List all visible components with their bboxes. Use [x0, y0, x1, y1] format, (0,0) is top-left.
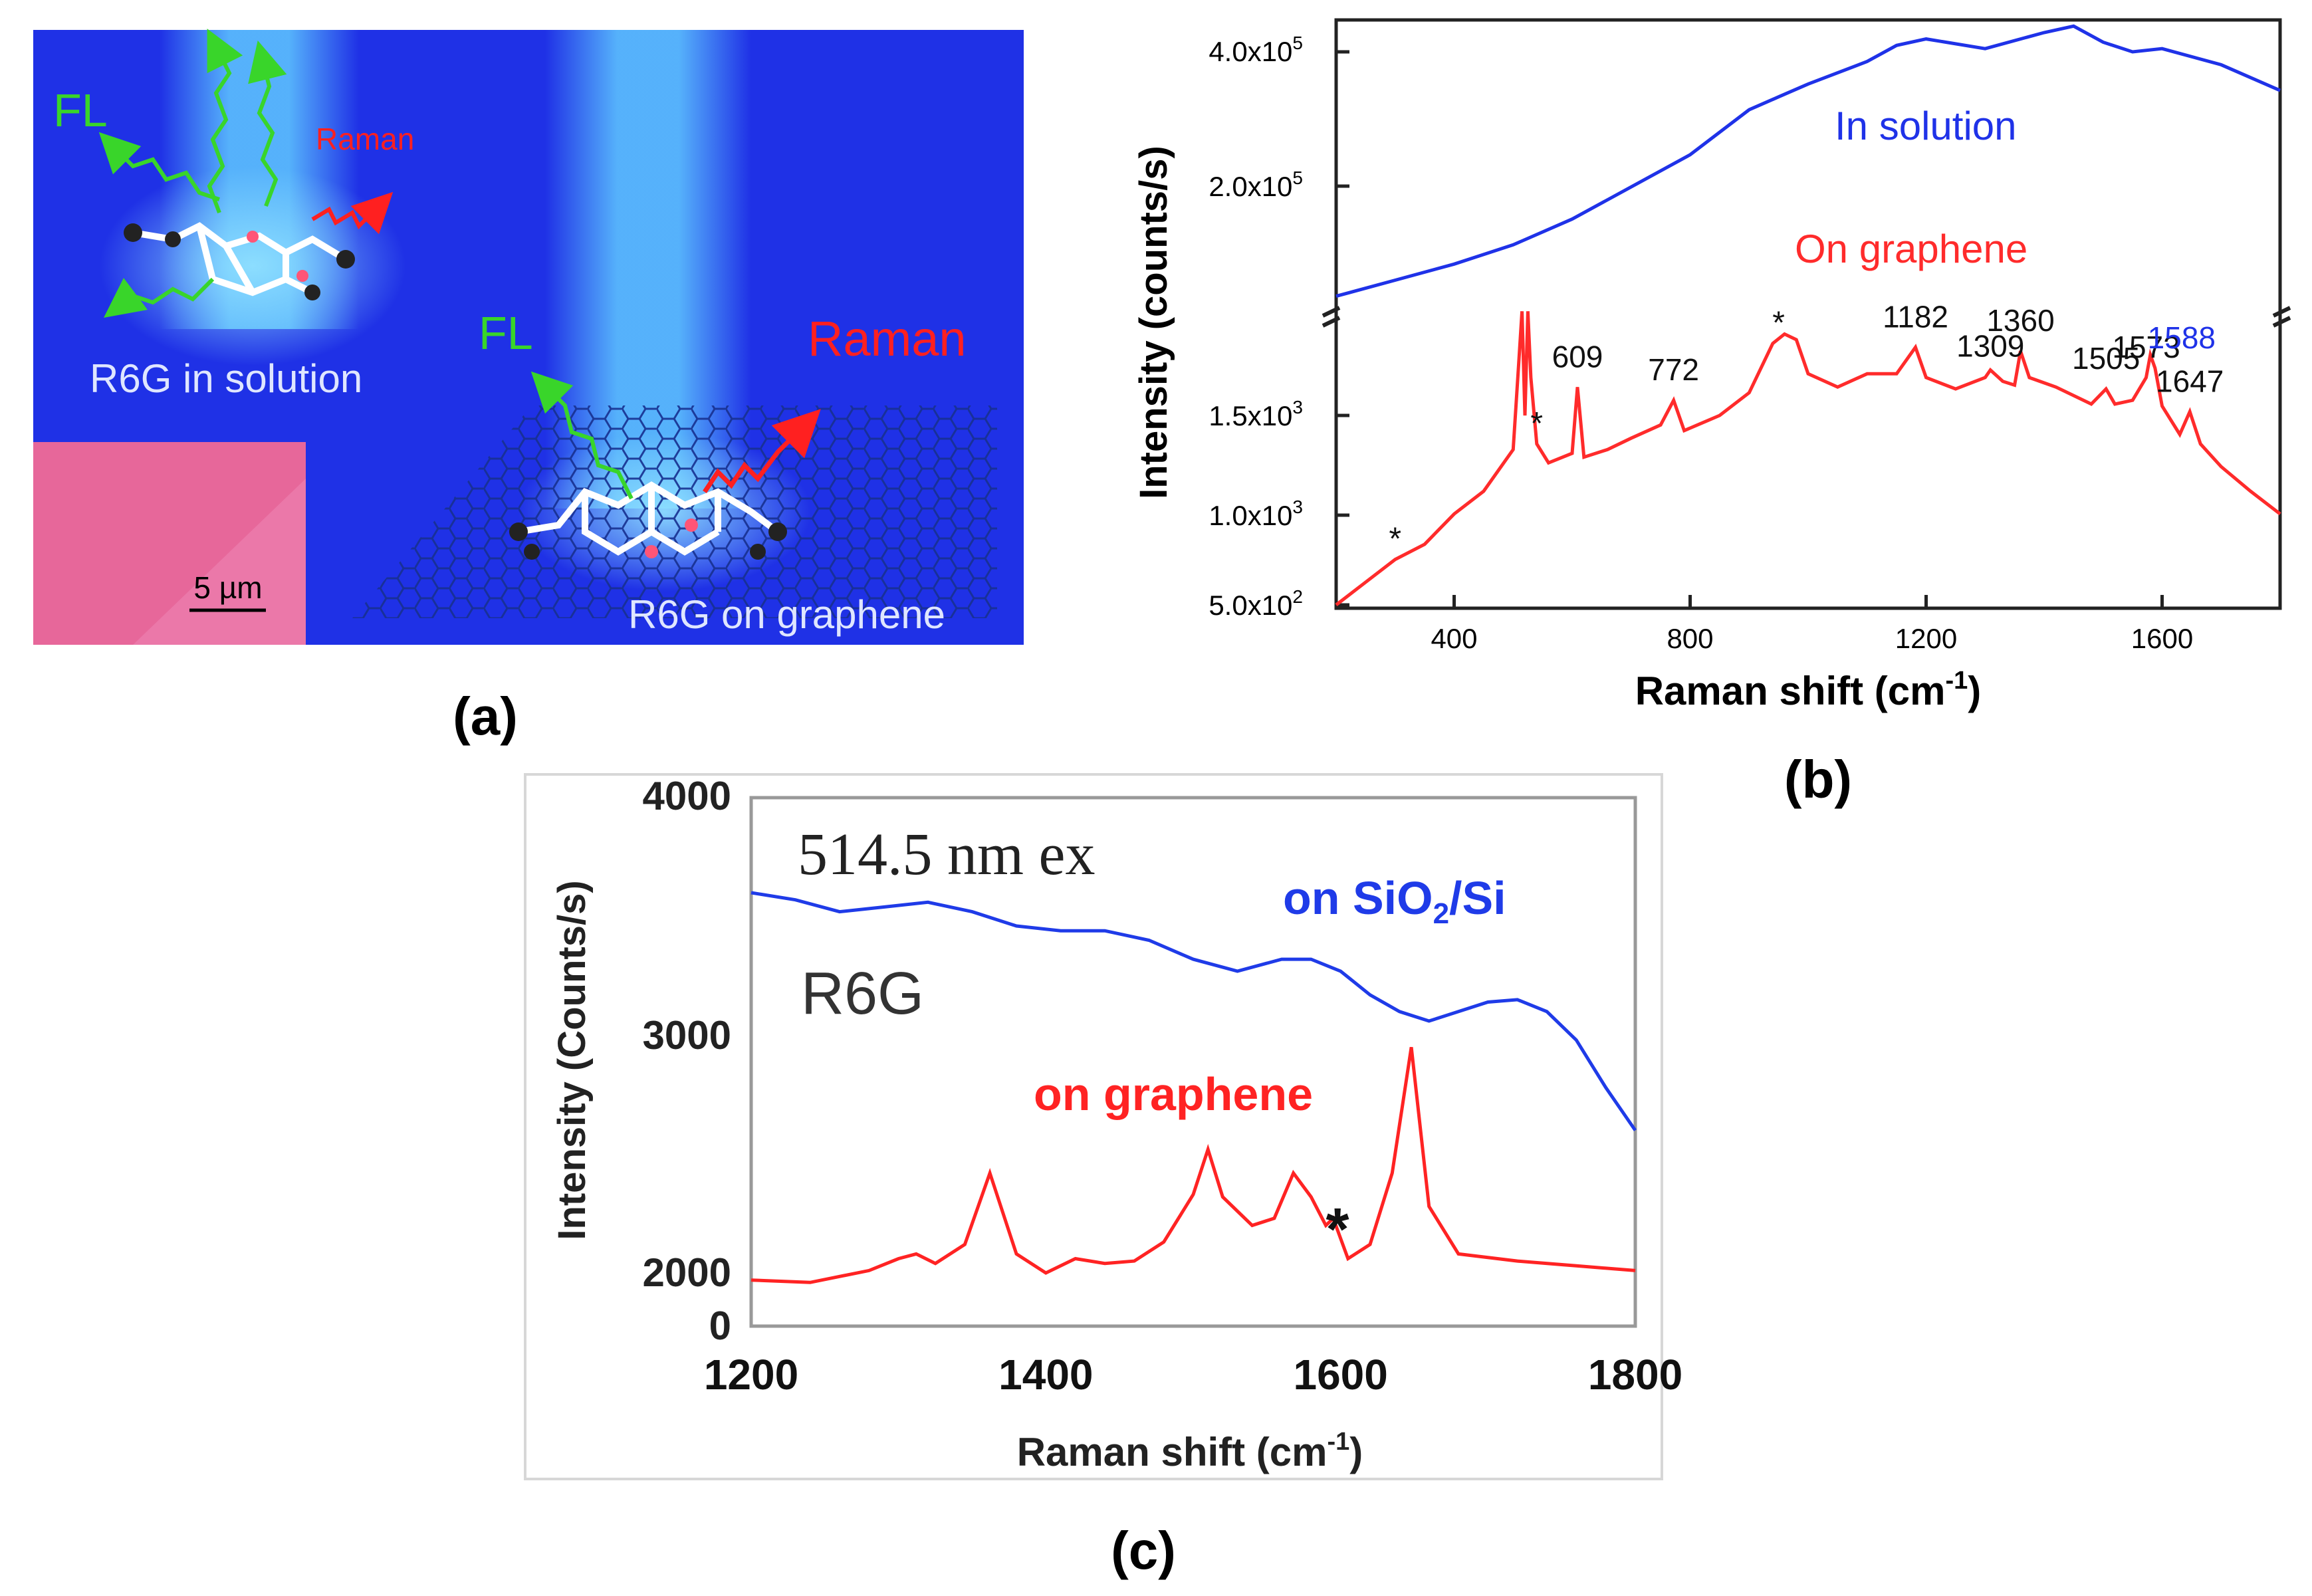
raman-wave-right	[703, 409, 821, 493]
graphene-sheet	[352, 405, 997, 618]
caption-a: (a)	[453, 687, 518, 746]
chart-c: 1200 1400 1600 1800 4000 3000 2000 0 Intens…	[524, 773, 1682, 1480]
fl-wave-down	[104, 277, 215, 318]
chart-b: 400 800 1200 1600 4.0x105 2.0x105 1.5x103 1…	[1132, 18, 2291, 713]
chart-c-xtick-label-2: 1600	[1293, 1351, 1387, 1399]
chart-c-frame	[749, 796, 1637, 1328]
chart-b-peak-label-1647: 1647	[2156, 364, 2224, 398]
chart-c-legend-graphene: on graphene	[1034, 1068, 1313, 1120]
chart-b-asterisk-2: *	[1772, 306, 1785, 341]
fl-wave-right	[530, 371, 634, 500]
chart-c-xtick-label-0: 1200	[704, 1351, 798, 1399]
label-fl-bottom: FL	[479, 307, 533, 359]
chart-b-peak-label-1309: 1309	[1956, 329, 2024, 364]
chart-c-subtitle: R6G	[801, 961, 924, 1027]
chart-b-frame	[1334, 18, 2282, 610]
glow-left	[100, 166, 405, 366]
chart-b-peak-label-1588: 1588	[2148, 320, 2216, 355]
chart-b-ytick-upper-1: 2.0x105	[1209, 168, 1303, 202]
label-r6g-solution: R6G in solution	[90, 356, 362, 401]
label-raman-top: Raman	[316, 122, 414, 156]
chart-b-ytick-upper-0: 4.0x105	[1209, 33, 1303, 67]
scale-bar-label: 5 µm	[193, 570, 262, 605]
molecule-solution	[124, 222, 355, 300]
chart-c-x-ticks: 1200 1400 1600 1800	[704, 1351, 1682, 1399]
chart-b-ytick-lower-2: 5.0x102	[1209, 586, 1303, 621]
chart-c-asterisk: *	[1326, 1197, 1349, 1263]
chart-b-peak-label-772: 772	[1648, 352, 1699, 387]
chart-b-axis-break	[1322, 306, 2291, 328]
chart-c-ytick-0: 0	[709, 1304, 731, 1348]
chart-b-xtick-label-3: 1600	[2131, 623, 2193, 654]
inset-flake-edge	[133, 479, 306, 645]
chart-b-peak-label-1505: 1505	[2072, 341, 2140, 376]
raman-wave-left	[311, 191, 394, 235]
label-fl-top: FL	[53, 84, 108, 136]
chart-c-outer-frame	[524, 773, 1663, 1480]
chart-b-peak-label-1573: 1573	[2112, 330, 2180, 364]
chart-b-ylabel: Intensity (counts/s)	[1132, 146, 1175, 499]
fl-wave-left	[98, 132, 220, 201]
chart-b-legend-on-graphene: On graphene	[1795, 227, 2027, 271]
chart-b-xtick-label-2: 1200	[1895, 623, 1957, 654]
chart-b-series-on-graphene	[1335, 311, 2281, 606]
label-r6g-graphene: R6G on graphene	[628, 592, 945, 637]
chart-b-asterisk-1: *	[1530, 406, 1543, 441]
chart-b-ytick-lower-1: 1.0x103	[1209, 497, 1303, 531]
label-raman-bottom: Raman	[808, 311, 967, 366]
chart-c-series-on-sio2	[751, 891, 1637, 1131]
chart-c-ytick-4000: 4000	[643, 774, 731, 818]
chart-b-xlabel: Raman shift (cm-1)	[1635, 667, 1982, 713]
chart-b-series-in-solution	[1335, 24, 2281, 298]
chart-c-legend-sio2: on SiO2/Si	[1283, 872, 1506, 930]
chart-c-series-on-graphene	[751, 1047, 1636, 1284]
chart-b-xtick-label-0: 400	[1431, 623, 1477, 654]
chart-b-legend-in-solution: In solution	[1835, 104, 2017, 148]
chart-b-xtick-label-1: 800	[1667, 623, 1713, 654]
caption-b: (b)	[1784, 750, 1852, 809]
chart-b-ytick-lower-0: 1.5x103	[1209, 397, 1303, 431]
fl-wave-up-1	[207, 29, 243, 214]
chart-c-ylabel: Intensity (Counts/s)	[550, 880, 594, 1240]
chart-b-peak-label-1182: 1182	[1883, 299, 1948, 334]
fl-wave-up-2	[248, 40, 287, 207]
chart-c-xtick-label-1: 1400	[998, 1351, 1093, 1399]
chart-c-ytick-2000: 2000	[643, 1250, 731, 1295]
caption-c: (c)	[1111, 1521, 1176, 1580]
chart-c-xlabel: Raman shift (cm-1)	[1017, 1428, 1363, 1474]
panel-a: 5 µm FL Raman R6G in solution FL Raman R…	[33, 29, 1024, 645]
chart-b-x-ticks: 400 800 1200 1600	[1431, 595, 2193, 654]
chart-b-peak-label-609: 609	[1552, 339, 1603, 374]
chart-c-title: 514.5 nm ex	[798, 822, 1095, 887]
chart-b-peak-label-1360: 1360	[1986, 303, 2054, 338]
chart-c-ytick-3000: 3000	[643, 1013, 731, 1058]
chart-b-ytick-marks	[1336, 50, 1349, 607]
chart-c-ytick-labels: 4000 3000 2000 0	[643, 774, 731, 1348]
molecule-graphene	[509, 481, 787, 560]
chart-c-xtick-label-3: 1800	[1588, 1351, 1682, 1399]
chart-b-asterisk-0: *	[1389, 522, 1401, 557]
